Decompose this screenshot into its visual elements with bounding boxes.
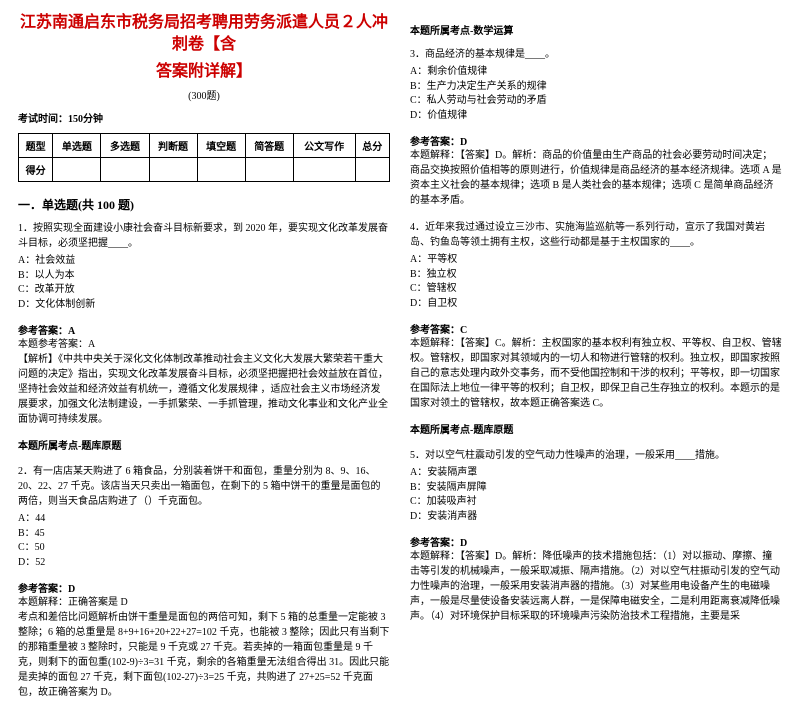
cell xyxy=(197,158,245,182)
q-stem: 1．按照实现全面建设小康社会奋斗目标新要求，到 2020 年，要实现文化改革发展… xyxy=(18,221,390,251)
cell: 总分 xyxy=(355,134,389,158)
q-explanation: 本题解释：【答案】C。解析：主权国家的基本权利有独立权、平等权、自卫权、管辖权。… xyxy=(410,336,782,411)
question-2: 2．有一店店某天购进了 6 箱食品，分别装着饼干和面包，重量分别为 8、9、16… xyxy=(18,464,390,700)
q-option: D：文化体制创新 xyxy=(18,298,390,313)
section-heading: 一．单选题(共 100 题) xyxy=(18,196,390,213)
cell: 单选题 xyxy=(53,134,101,158)
q-option: A：44 xyxy=(18,512,390,527)
cell xyxy=(53,158,101,182)
q-answer: 参考答案：D xyxy=(18,580,390,595)
q-option: D：安装消声器 xyxy=(410,510,782,525)
cell: 公文写作 xyxy=(293,134,355,158)
question-5: 5．对以空气柱震动引发的空气动力性噪声的治理，一般采用____措施。 A：安装隔… xyxy=(410,448,782,624)
cell: 得分 xyxy=(19,158,53,182)
q-answer: 参考答案：C xyxy=(410,321,782,336)
doc-subtitle: (300题) xyxy=(18,87,390,102)
cell: 题型 xyxy=(19,134,53,158)
cell xyxy=(245,158,293,182)
doc-title-line1: 江苏南通启东市税务局招考聘用劳务派遣人员２人冲刺卷【含 xyxy=(18,12,390,57)
q-explanation: 本题解释：【答案】D。解析：降低噪声的技术措施包括：（1）对以振动、摩擦、撞击等… xyxy=(410,549,782,624)
q-option: B：以人为本 xyxy=(18,269,390,284)
q-answer2: 本题参考答案：A xyxy=(18,337,390,352)
q-kaodian: 本题所属考点-题库原题 xyxy=(18,437,390,452)
cell: 填空题 xyxy=(197,134,245,158)
right-column: 本题所属考点-数学运算 3．商品经济的基本规律是____。 A：剩余价值规律 B… xyxy=(410,12,782,712)
q-kaodian: 本题所属考点-数学运算 xyxy=(410,22,782,37)
question-1: 1．按照实现全面建设小康社会奋斗目标新要求，到 2020 年，要实现文化改革发展… xyxy=(18,221,390,452)
q-answer: 参考答案：D xyxy=(410,534,782,549)
q-answer2: 本题解释：正确答案是 D xyxy=(18,595,390,610)
q-option: B：45 xyxy=(18,527,390,542)
q-option: D：52 xyxy=(18,556,390,571)
q-option: C：50 xyxy=(18,541,390,556)
q-option: A：平等权 xyxy=(410,253,782,268)
q-option: A：剩余价值规律 xyxy=(410,65,782,80)
cell xyxy=(149,158,197,182)
exam-time: 考试时间：150分钟 xyxy=(18,110,390,125)
q-option: C：管辖权 xyxy=(410,282,782,297)
cell: 简答题 xyxy=(245,134,293,158)
doc-title-line2: 答案附详解】 xyxy=(18,61,390,83)
table-row: 题型 单选题 多选题 判断题 填空题 简答题 公文写作 总分 xyxy=(19,134,390,158)
q-explanation: 本题解释：【答案】D。解析：商品的价值量由生产商品的社会必要劳动时间决定；商品交… xyxy=(410,148,782,208)
q-option: B：生产力决定生产关系的规律 xyxy=(410,80,782,95)
q-answer: 参考答案：D xyxy=(410,133,782,148)
q-option: A：安装隔声罩 xyxy=(410,466,782,481)
question-4: 4．近年来我过通过设立三沙市、实施海监巡航等一系列行动，宣示了我国对黄岩岛、钓鱼… xyxy=(410,220,782,436)
q-explanation: 【解析】《中共中央关于深化文化体制改革推动社会主义文化大发展大繁荣若干重大问题的… xyxy=(18,352,390,427)
q-kaodian: 本题所属考点-题库原题 xyxy=(410,421,782,436)
cell: 判断题 xyxy=(149,134,197,158)
cell xyxy=(355,158,389,182)
q-option: A：社会效益 xyxy=(18,254,390,269)
left-column: 江苏南通启东市税务局招考聘用劳务派遣人员２人冲刺卷【含 答案附详解】 (300题… xyxy=(18,12,390,712)
q-stem: 2．有一店店某天购进了 6 箱食品，分别装着饼干和面包，重量分别为 8、9、16… xyxy=(18,464,390,509)
table-row: 得分 xyxy=(19,158,390,182)
cell xyxy=(293,158,355,182)
q-stem: 5．对以空气柱震动引发的空气动力性噪声的治理，一般采用____措施。 xyxy=(410,448,782,463)
score-table: 题型 单选题 多选题 判断题 填空题 简答题 公文写作 总分 得分 xyxy=(18,133,390,182)
q-option: D：价值规律 xyxy=(410,109,782,124)
q-option: B：安装隔声屏障 xyxy=(410,481,782,496)
q-explanation: 考点和差倍比问题解析由饼干重量是面包的两倍可知，剩下 5 箱的总重量一定能被 3… xyxy=(18,610,390,700)
q-option: B：独立权 xyxy=(410,268,782,283)
q-option: C：加装吸声衬 xyxy=(410,495,782,510)
q-stem: 3．商品经济的基本规律是____。 xyxy=(410,47,782,62)
q-answer: 参考答案：A xyxy=(18,322,390,337)
q-option: C：改革开放 xyxy=(18,283,390,298)
q-stem: 4．近年来我过通过设立三沙市、实施海监巡航等一系列行动，宣示了我国对黄岩岛、钓鱼… xyxy=(410,220,782,250)
question-3: 3．商品经济的基本规律是____。 A：剩余价值规律 B：生产力决定生产关系的规… xyxy=(410,47,782,208)
cell xyxy=(101,158,149,182)
q-option: D：自卫权 xyxy=(410,297,782,312)
cell: 多选题 xyxy=(101,134,149,158)
q-option: C：私人劳动与社会劳动的矛盾 xyxy=(410,94,782,109)
